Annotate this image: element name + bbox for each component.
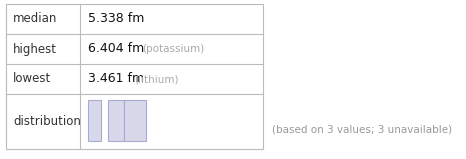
Text: (potassium): (potassium) [142, 44, 204, 54]
Text: median: median [13, 13, 57, 25]
Text: (based on 3 values; 3 unavailable): (based on 3 values; 3 unavailable) [272, 125, 452, 135]
Bar [88, 100, 101, 141]
Bar [124, 100, 146, 141]
Bar [6, 4, 263, 149]
Text: highest: highest [13, 42, 57, 55]
Text: 6.404 fm: 6.404 fm [88, 42, 144, 55]
Text: 5.338 fm: 5.338 fm [88, 13, 144, 25]
Text: lowest: lowest [13, 73, 51, 86]
Text: 3.461 fm: 3.461 fm [88, 73, 144, 86]
Text: distribution: distribution [13, 115, 81, 128]
Text: (lithium): (lithium) [134, 74, 178, 84]
Bar [108, 100, 124, 141]
